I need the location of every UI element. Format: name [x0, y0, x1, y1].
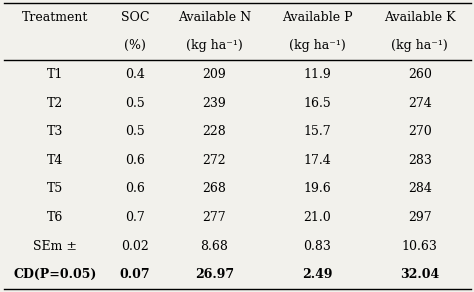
Text: 272: 272 [202, 154, 226, 167]
Text: 274: 274 [408, 97, 432, 110]
Text: 15.7: 15.7 [303, 125, 331, 138]
Text: 0.02: 0.02 [121, 240, 149, 253]
Text: 10.63: 10.63 [402, 240, 438, 253]
Text: 283: 283 [408, 154, 432, 167]
Text: 0.07: 0.07 [119, 268, 150, 281]
Text: Available K: Available K [384, 11, 456, 24]
Text: (kg ha⁻¹): (kg ha⁻¹) [186, 39, 243, 52]
Text: T6: T6 [47, 211, 64, 224]
Text: 26.97: 26.97 [195, 268, 234, 281]
Text: 260: 260 [408, 68, 432, 81]
Text: Treatment: Treatment [22, 11, 89, 24]
Text: 270: 270 [408, 125, 432, 138]
Text: 209: 209 [202, 68, 226, 81]
Text: (kg ha⁻¹): (kg ha⁻¹) [392, 39, 448, 52]
Text: 16.5: 16.5 [303, 97, 331, 110]
Text: 2.49: 2.49 [302, 268, 332, 281]
Text: T4: T4 [47, 154, 64, 167]
Text: 0.6: 0.6 [125, 154, 145, 167]
Text: 19.6: 19.6 [303, 182, 331, 195]
Text: 11.9: 11.9 [303, 68, 331, 81]
Text: T2: T2 [47, 97, 64, 110]
Text: 17.4: 17.4 [303, 154, 331, 167]
Text: 297: 297 [408, 211, 432, 224]
Text: 21.0: 21.0 [303, 211, 331, 224]
Text: 0.83: 0.83 [303, 240, 331, 253]
Text: 32.04: 32.04 [400, 268, 439, 281]
Text: (%): (%) [124, 39, 146, 52]
Text: 284: 284 [408, 182, 432, 195]
Text: 0.5: 0.5 [125, 97, 145, 110]
Text: CD(P=0.05): CD(P=0.05) [14, 268, 97, 281]
Text: Available N: Available N [178, 11, 251, 24]
Text: 0.6: 0.6 [125, 182, 145, 195]
Text: 0.5: 0.5 [125, 125, 145, 138]
Text: 0.4: 0.4 [125, 68, 145, 81]
Text: Available P: Available P [282, 11, 352, 24]
Text: 8.68: 8.68 [201, 240, 228, 253]
Text: 0.7: 0.7 [125, 211, 145, 224]
Text: (kg ha⁻¹): (kg ha⁻¹) [289, 39, 346, 52]
Text: T5: T5 [47, 182, 64, 195]
Text: 228: 228 [202, 125, 226, 138]
Text: T1: T1 [47, 68, 64, 81]
Text: T3: T3 [47, 125, 64, 138]
Text: 239: 239 [202, 97, 226, 110]
Text: 268: 268 [202, 182, 226, 195]
Text: 277: 277 [202, 211, 226, 224]
Text: SOC: SOC [120, 11, 149, 24]
Text: SEm ±: SEm ± [34, 240, 77, 253]
